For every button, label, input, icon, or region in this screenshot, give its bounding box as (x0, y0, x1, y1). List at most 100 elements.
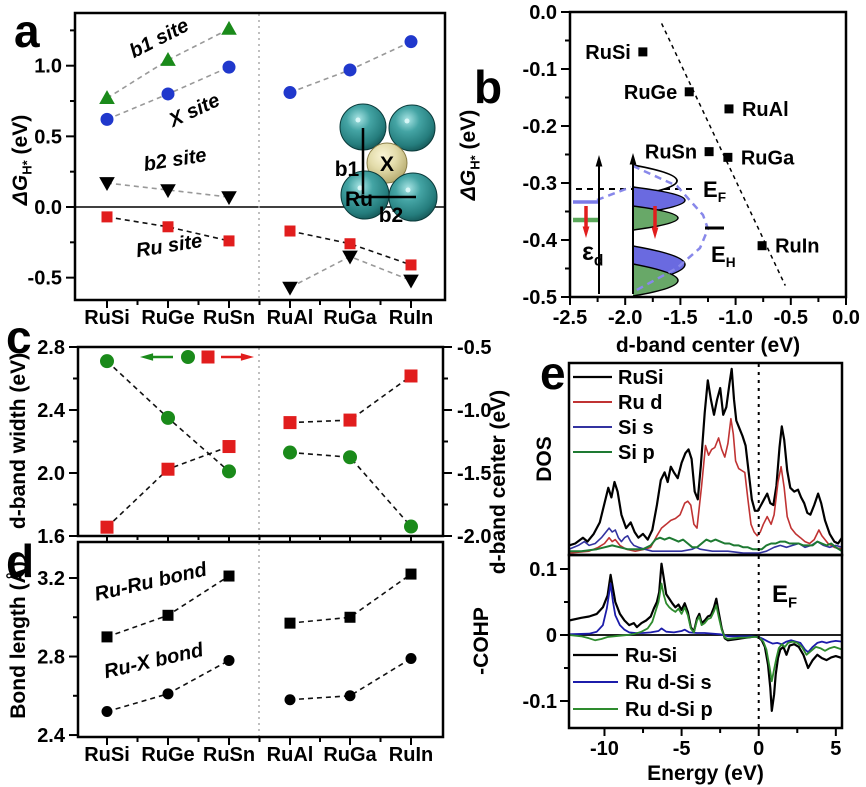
x-tick-label: -1.5 (663, 307, 697, 329)
panel-a-free-energy-chart: 1.0 0.5 0.0 -0.5 RuSi RuGe RuSn RuAl RuGa RuIn ΔGH… (9, 11, 447, 329)
site-label: Ru site (134, 230, 203, 262)
cohp-legend-label: Ru-Si (625, 645, 677, 667)
cohp-curve-Ru-d-Si-s (568, 582, 843, 654)
cohp-curve-Ru-Si (568, 562, 843, 712)
data-point-RuIn (757, 241, 767, 251)
data-point-right (283, 416, 297, 430)
x-category-label: RuGa (323, 307, 377, 329)
epsilon-d-label: εd (582, 238, 603, 270)
point-label: RuSn (645, 142, 697, 164)
data-point-Ru-Ru-bond (405, 568, 417, 580)
data-point-b2-site (99, 177, 115, 192)
y-tick-label: -0.5 (523, 287, 557, 309)
data-point-b2-site (342, 250, 358, 265)
data-point-Ru-X-bond (223, 654, 235, 666)
x-category-label: RuGa (323, 744, 377, 766)
x-axis-title: d-band center (eV) (616, 334, 800, 357)
cohp-legend: Ru-Si Ru d-Si s Ru d-Si p (573, 645, 713, 721)
y-tick-label: 1.0 (34, 56, 62, 78)
dos-legend: RuSi Ru d Si s Si p (573, 367, 664, 464)
data-point-Ru-Ru-bond (344, 611, 356, 623)
cohp-legend-label: Ru d-Si p (625, 699, 713, 721)
x-axis-title: Energy (eV) (647, 762, 764, 785)
y-axis-title: ΔGH* (eV) (9, 115, 35, 206)
y-tick-label: -0.2 (523, 116, 557, 138)
left-tick-label: 2.4 (37, 400, 66, 422)
data-point-Ru-Ru-bond (284, 617, 296, 629)
x-category-label: RuSn (203, 744, 255, 766)
data-point-Ru-site (405, 259, 417, 271)
structure-inset: b1 X Ru b2 (335, 103, 438, 227)
data-point-Ru-site (284, 225, 296, 237)
data-point-left (100, 354, 114, 369)
data-point-Ru-Ru-bond (162, 609, 174, 621)
cohp-tick-label: 0.1 (529, 559, 557, 581)
x-tick-label: -0.5 (774, 307, 808, 329)
data-point-X-site (222, 60, 236, 74)
x-category-label: RuIn (389, 744, 433, 766)
eh-label: EH (711, 242, 736, 270)
data-point-b2-site (403, 274, 419, 289)
left-axis-title: d-band width (eV) (7, 353, 30, 529)
data-point-b1-site (99, 90, 115, 105)
point-label: RuAl (742, 99, 789, 121)
legend-right-axis-marker (201, 350, 215, 364)
dos-curve-RuSi (568, 367, 843, 547)
data-point-X-site (161, 87, 175, 101)
x-category-label: RuSi (84, 744, 130, 766)
right-tick-label: -1.5 (457, 463, 491, 485)
dos-curve-Si-p (569, 536, 843, 553)
x-tick-label: 5 (830, 738, 841, 760)
data-point-RuGe (684, 87, 694, 97)
data-point-b2-site (282, 281, 298, 296)
data-point-b1-site (221, 20, 237, 35)
dos-legend-label: Si s (618, 417, 654, 439)
left-tick-label: 2.0 (37, 463, 65, 485)
inset-x-label: X (380, 153, 394, 176)
cohp-axis-title: -COHP (470, 607, 493, 675)
panel-a-label: a (14, 5, 40, 57)
y-tick-label: -0.1 (523, 59, 557, 81)
y-tick-label: 3.2 (37, 568, 65, 590)
data-point-right (161, 462, 175, 476)
y-tick-label: 2.4 (37, 725, 66, 747)
data-point-right (343, 413, 357, 427)
cohp-tick-label: -0.1 (523, 691, 557, 713)
data-point-RuGa (723, 152, 733, 162)
data-point-left (161, 410, 175, 425)
x-category-label: RuAl (267, 307, 314, 329)
y-tick-label: 0.0 (34, 197, 62, 219)
data-point-left (222, 464, 236, 479)
x-category-label: RuAl (267, 744, 314, 766)
inset-b2-label: b2 (379, 204, 404, 227)
data-point-left (283, 445, 297, 460)
x-tick-label: -2.0 (608, 307, 642, 329)
right-tick-label: -1.0 (457, 400, 491, 422)
data-point-RuSn (704, 147, 714, 157)
y-axis-title: Bond length (Å) (6, 561, 30, 718)
y-tick-label: 0.5 (34, 126, 62, 148)
data-point-Ru-X-bond (284, 694, 296, 706)
data-point-X-site (343, 63, 357, 77)
data-point-Ru-X-bond (101, 705, 113, 717)
dos-curve-Ru-d (568, 417, 843, 554)
x-category-label: RuIn (389, 307, 433, 329)
y-axis-title: ΔGH* (eV) (457, 110, 483, 201)
panel-b-label: b (474, 61, 503, 113)
legend-left-axis-marker (181, 350, 195, 364)
site-label: b1 site (126, 14, 192, 62)
point-label: RuGe (624, 82, 677, 104)
y-tick-label: -0.4 (523, 230, 558, 252)
data-point-Ru-site (344, 238, 356, 250)
panel-e-label: e (540, 347, 566, 399)
x-tick-label: 0 (753, 738, 764, 760)
y-tick-label: -0.3 (523, 173, 557, 195)
panel-cd-dband-bondlength-charts: 2.8 2.4 2.0 1.6 -0.5 -1.0 -1.5 -2.0 d-band width… (6, 337, 510, 766)
data-point-Ru-X-bond (405, 652, 417, 664)
data-point-left (404, 519, 418, 534)
x-category-label: RuSi (84, 307, 130, 329)
data-point-right (222, 440, 236, 454)
data-point-Ru-site (101, 211, 113, 223)
site-label: b2 site (142, 144, 208, 176)
